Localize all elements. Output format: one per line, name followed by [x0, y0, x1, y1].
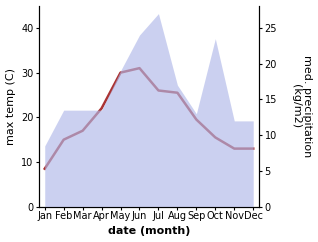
Y-axis label: max temp (C): max temp (C) [5, 68, 16, 145]
Y-axis label: med. precipitation
(kg/m2): med. precipitation (kg/m2) [291, 55, 313, 157]
X-axis label: date (month): date (month) [108, 227, 190, 236]
